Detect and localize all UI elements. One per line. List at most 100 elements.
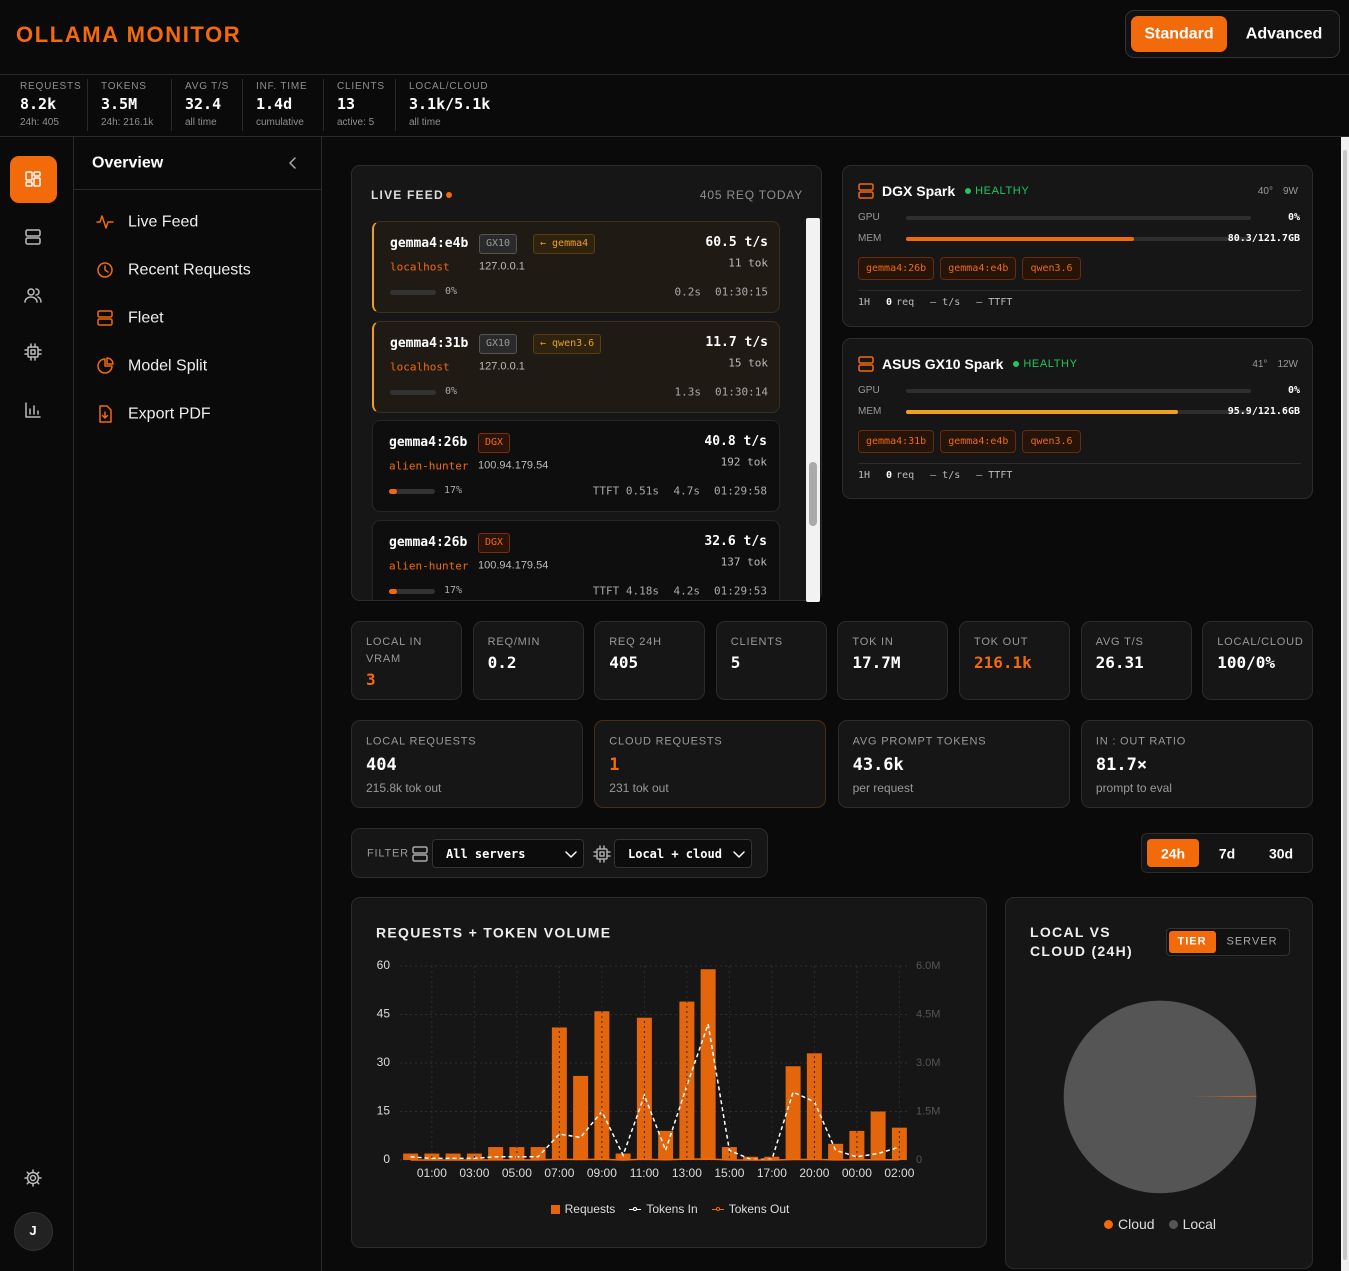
kpi-card: REQ 24H 405 <box>594 621 706 700</box>
summary-label: LOCAL REQUESTS <box>366 735 477 748</box>
feed-duration: 1.3s <box>674 384 702 398</box>
kpi-label: LOCAL/CLOUD <box>1217 636 1304 648</box>
server-icon <box>856 354 876 374</box>
mem-fill <box>906 410 1179 414</box>
feed-duration: 4.2s <box>673 583 701 597</box>
kpi-card: REQ/MIN 0.2 <box>472 621 584 700</box>
chart-title: REQUESTS + TOKEN VOLUME <box>376 924 612 941</box>
model-chip: gemma4:31b <box>858 430 935 453</box>
feed-time: 01:30:14 <box>715 384 768 398</box>
server-status: HEALTHY <box>1013 358 1077 370</box>
legend-item: Tokens In <box>629 1202 698 1216</box>
mem-track <box>906 410 1251 414</box>
gpu-track <box>906 389 1251 393</box>
kpi-value: 17.7M <box>852 653 901 672</box>
nav-item[interactable]: Fleet <box>128 309 164 327</box>
footer-window: 1H <box>858 297 871 308</box>
feed-duration: 0.2s <box>674 285 702 299</box>
server-env: 40° 9W <box>1258 180 1298 202</box>
range-tab[interactable]: 30d <box>1268 845 1294 862</box>
server-icon <box>856 181 876 201</box>
feed-model: gemma4:26b <box>389 534 468 550</box>
pie-title: LOCAL VS CLOUD (24H) <box>1030 924 1133 959</box>
footer-req: 0 <box>886 470 893 481</box>
server-badge: DGX <box>478 433 511 453</box>
feed-item[interactable]: gemma4:26b DGX 32.6 t/s 137 tok alien-hunter… <box>372 519 780 600</box>
feed-item[interactable]: gemma4:e4b GX10 ← gemma4 60.5 t/s 11 tok loca… <box>372 221 780 313</box>
pie-tab[interactable]: SERVER <box>1226 935 1278 948</box>
legend-marker <box>550 1204 560 1214</box>
kpi-label: REQ/MIN <box>487 636 541 648</box>
progress-label: 17% <box>444 584 463 596</box>
feed-item[interactable]: gemma4:31b GX10 ← qwen3.6 11.7 t/s 15 tok loc… <box>372 320 780 413</box>
stat-label: CLIENTS <box>337 81 385 92</box>
nav-item[interactable]: Export PDF <box>128 405 211 423</box>
kpi-value: 26.31 <box>1095 653 1144 672</box>
legend-dot <box>1168 1219 1178 1229</box>
stat-value: 8.2k <box>20 95 57 113</box>
server-env: 41° 12W <box>1252 353 1298 375</box>
footer-window: 1H <box>858 470 871 481</box>
collapse-icon <box>283 153 303 173</box>
legend-label: Tokens In <box>646 1202 698 1216</box>
stat-sub: all time <box>185 117 217 128</box>
legend-marker <box>629 1205 642 1214</box>
chart-card: REQUESTS + TOKEN VOLUME Requests Tokens In… <box>351 897 987 1248</box>
mem-track <box>906 237 1251 241</box>
mem-value: 95.9/121.6GB <box>1227 406 1300 417</box>
kpi-label: LOCAL IN VRAM <box>366 636 423 665</box>
range-tab[interactable]: 7d <box>1218 845 1236 862</box>
app-title: OLLAMA MONITOR <box>16 21 242 47</box>
range-tab[interactable]: 24h <box>1160 845 1186 862</box>
summary-card: CLOUD REQUESTS 1 231 tok out <box>594 720 827 808</box>
select[interactable]: Local + cloud <box>614 839 752 868</box>
footer-ttft: — TTFT <box>976 470 1013 481</box>
stat-value: 3.5M <box>101 95 138 113</box>
summary-value: 43.6k <box>852 754 904 775</box>
nav-item[interactable]: Recent Requests <box>128 261 251 279</box>
legend-label: Cloud <box>1117 1216 1155 1232</box>
feed-tokens: 137 tok <box>720 554 767 568</box>
range-active-bg <box>1147 839 1199 867</box>
pie-tab-active <box>1169 931 1216 953</box>
kpi-label: REQ 24H <box>609 636 662 648</box>
nav-icon <box>95 308 115 328</box>
summary-label: CLOUD REQUESTS <box>609 735 723 748</box>
nav-item[interactable]: Model Split <box>128 357 208 375</box>
mem-label: MEM <box>858 406 882 417</box>
feed-client: alien-hunter <box>389 459 469 473</box>
progress-label: 0% <box>445 286 458 297</box>
mode-active-bg <box>1131 16 1227 52</box>
server-sep <box>858 290 1301 291</box>
stat-value: 13 <box>337 95 356 113</box>
stat-divider <box>323 79 324 131</box>
feed-scroll: gemma4:e4b GX10 ← gemma4 60.5 t/s 11 tok loca… <box>371 213 781 600</box>
summary-label: AVG PROMPT TOKENS <box>852 735 987 748</box>
mem-fill <box>906 237 1134 241</box>
feed-tokens: 11 tok <box>728 256 768 270</box>
feed-client: alien-hunter <box>389 558 469 572</box>
summary-value: 1 <box>609 754 620 775</box>
legend-label: Requests <box>564 1202 616 1216</box>
nav-item[interactable]: Live Feed <box>128 213 199 231</box>
gpu-track <box>906 216 1251 220</box>
server-footer: 1H 0 req — t/s — TTFT <box>858 297 1012 308</box>
server-name: ASUS GX10 Spark <box>882 356 1004 372</box>
legend-item: Tokens Out <box>711 1202 789 1216</box>
feed-ip: 127.0.0.1 <box>479 359 525 372</box>
pie-tab[interactable]: TIER <box>1177 935 1207 948</box>
model-chip: gemma4:e4b <box>940 430 1017 453</box>
mem-value: 80.3/121.7GB <box>1227 233 1300 244</box>
select-value: All servers <box>446 846 526 861</box>
filter-tier-icon <box>592 844 612 864</box>
mode-button[interactable]: Standard <box>1144 25 1214 43</box>
kpi-label: CLIENTS <box>730 636 783 648</box>
server-temp: 41° <box>1252 358 1268 370</box>
feed-rate: 11.7 t/s <box>705 334 768 350</box>
feed-item[interactable]: gemma4:26b DGX 40.8 t/s 192 tok alien-hunter… <box>372 420 780 512</box>
mode-button[interactable]: Advanced <box>1245 25 1323 43</box>
feed-rate: 60.5 t/s <box>705 235 768 251</box>
kpi-value: 216.1k <box>974 653 1032 672</box>
feed-rate: 40.8 t/s <box>704 434 767 450</box>
select[interactable]: All servers <box>432 839 584 868</box>
